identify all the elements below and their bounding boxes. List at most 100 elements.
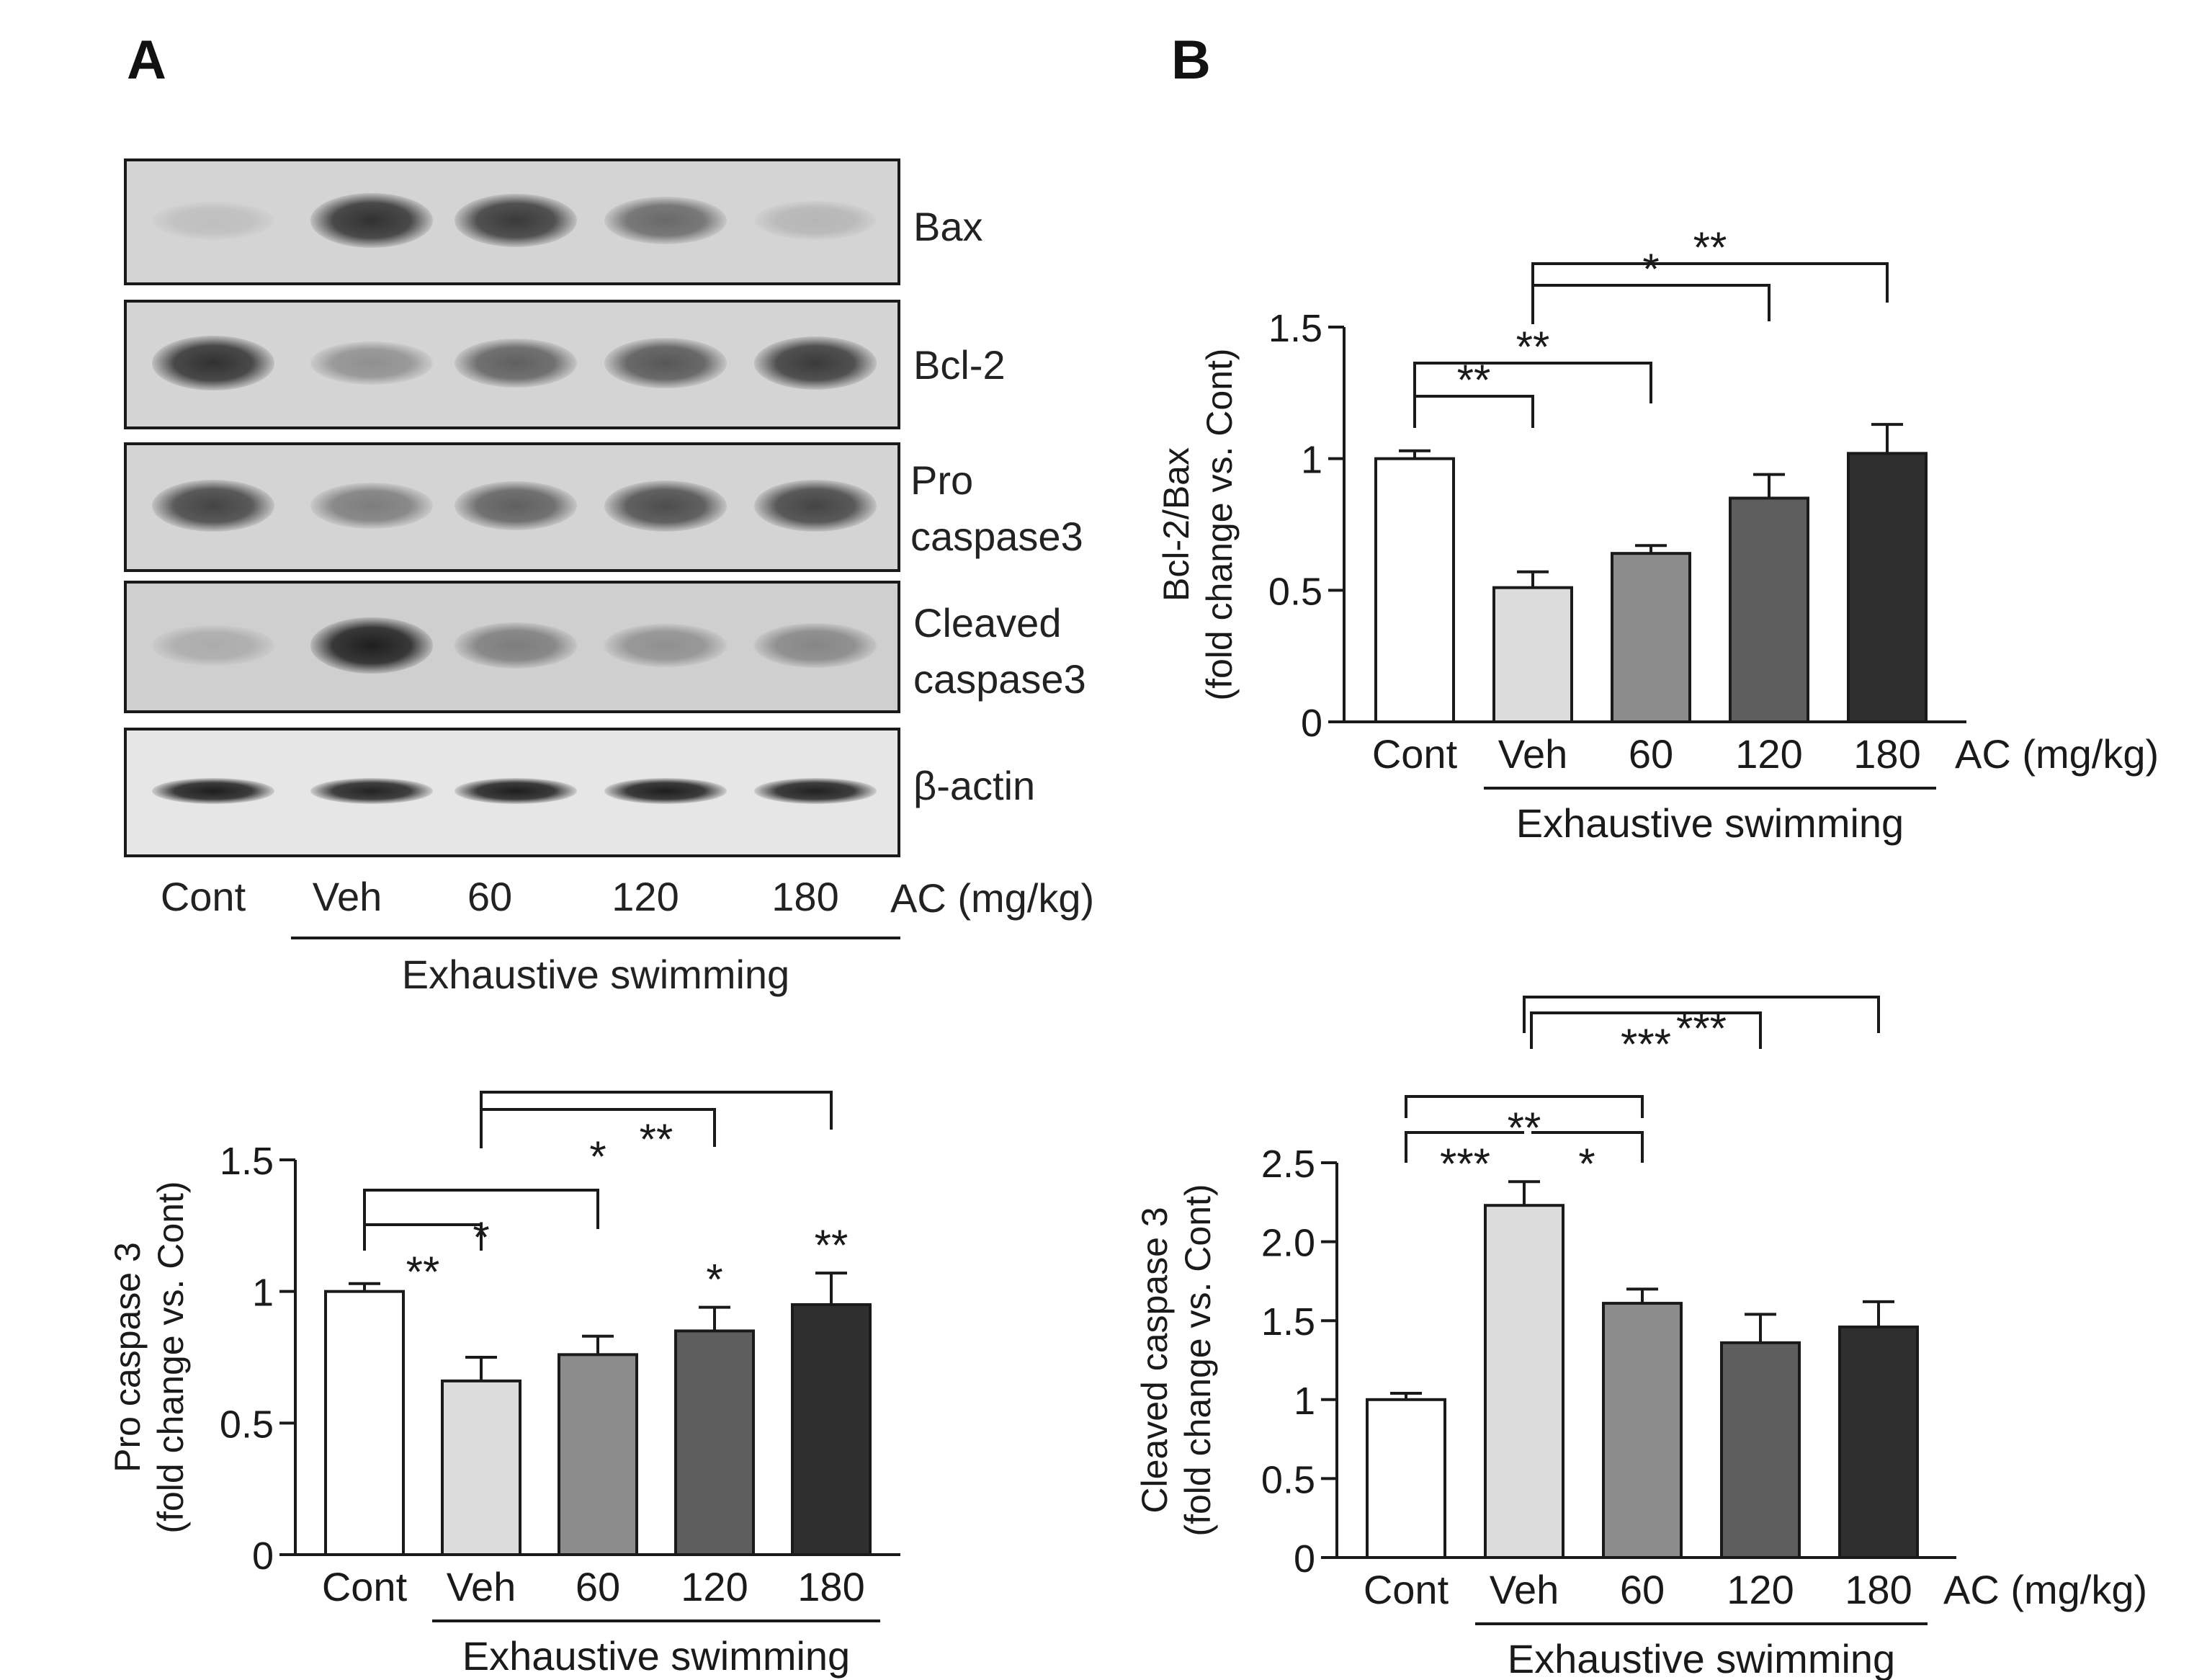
blot-protein-label: Pro caspase3	[910, 457, 1083, 559]
y-axis-label: (fold change vs. Cont)	[151, 1181, 191, 1533]
blot-protein-label: Bcl-2	[913, 342, 1006, 388]
bar	[324, 1290, 405, 1556]
blot-band	[754, 778, 877, 804]
blot-band	[604, 623, 727, 668]
blot-band	[455, 622, 577, 669]
y-tick-label: 0.5	[1261, 1458, 1315, 1501]
significance-bracket	[1531, 1131, 1644, 1163]
blot-band	[754, 200, 877, 241]
y-tick-label: 0	[1294, 1537, 1315, 1581]
x-tick-label: 180	[1845, 1567, 1912, 1612]
blot-lane-label: Veh	[312, 874, 382, 919]
y-tick-label: 1.5	[1261, 1300, 1315, 1344]
blot-band	[455, 778, 577, 804]
blot-band	[310, 483, 433, 529]
significance-label: *	[589, 1132, 606, 1181]
significance-bracket	[480, 1091, 833, 1130]
bar	[558, 1353, 638, 1556]
x-tick-label: 120	[1727, 1567, 1794, 1612]
blot-band	[455, 481, 577, 530]
bar-significance-label: *	[706, 1256, 722, 1304]
x-tick-label: 60	[576, 1564, 620, 1609]
blot-strip	[124, 728, 900, 857]
blot-group-line	[291, 937, 900, 939]
blot-band	[604, 778, 727, 804]
x-tick-label: Cont	[322, 1564, 408, 1609]
group-label: Exhaustive swimming	[1508, 1636, 1895, 1680]
blot-protein-label: Cleaved caspase3	[913, 600, 1086, 702]
significance-label: ***	[1440, 1140, 1490, 1188]
y-tick-label: 1	[252, 1272, 274, 1315]
significance-bracket	[1405, 1095, 1644, 1118]
bar	[1484, 1204, 1564, 1559]
blot-band	[310, 193, 433, 248]
blot-band	[754, 336, 877, 390]
y-tick-label: 1.5	[220, 1140, 274, 1183]
x-tick-label: 60	[1620, 1567, 1665, 1612]
blot-band	[604, 480, 727, 532]
x-tick-label: 120	[681, 1564, 748, 1609]
dose-label: AC (mg/kg)	[1943, 1567, 2147, 1612]
blot-protein-label: β-actin	[913, 763, 1036, 808]
bar	[441, 1379, 521, 1556]
x-tick-label: 180	[797, 1564, 864, 1609]
significance-bracket	[363, 1189, 599, 1229]
y-axis-label: (fold change vs. Cont)	[1178, 1184, 1218, 1536]
blot-strip	[124, 158, 900, 285]
significance-label: **	[1508, 1104, 1541, 1152]
blot-band	[604, 338, 727, 388]
significance-bracket	[363, 1223, 483, 1251]
significance-label: *	[1578, 1140, 1595, 1188]
blot-band	[152, 625, 274, 666]
significance-bracket	[480, 1108, 716, 1148]
blot-band	[310, 341, 433, 385]
y-tick-label: 2.5	[1261, 1143, 1315, 1186]
y-tick-label: 1	[1294, 1380, 1315, 1423]
blot-strip	[124, 300, 900, 429]
x-tick-label: Cont	[1364, 1567, 1449, 1612]
significance-bracket	[1405, 1131, 1524, 1163]
blot-band	[152, 201, 274, 240]
blot-band	[310, 617, 433, 674]
significance-label: *	[473, 1213, 489, 1261]
bar-significance-label: **	[815, 1221, 849, 1269]
blot-lane-label: 60	[467, 874, 513, 919]
blot-lane-label: 120	[612, 874, 679, 919]
bar	[1602, 1302, 1683, 1559]
blot-band	[152, 336, 274, 390]
y-tick-label: 0.5	[220, 1403, 274, 1446]
blot-band	[604, 196, 727, 245]
x-tick-label: Veh	[447, 1564, 516, 1609]
blot-strip	[124, 581, 900, 713]
significance-label: **	[640, 1115, 673, 1163]
group-label: Exhaustive swimming	[462, 1633, 850, 1679]
chart-group: 0 0.5 1 1.5 2.0 2.5 Cleaved caspase 3 (fold cha…	[1134, 996, 2147, 1680]
blot-dose-label: AC (mg/kg)	[890, 875, 1095, 921]
blot-protein-label: Bax	[913, 204, 983, 249]
blot-band	[754, 623, 877, 668]
y-tick-label: 2.0	[1261, 1222, 1315, 1265]
bar	[1838, 1325, 1919, 1560]
blot-band	[152, 479, 274, 532]
x-tick-label: Veh	[1490, 1567, 1559, 1612]
y-tick-label: 0	[252, 1534, 274, 1578]
blot-group-label: Exhaustive swimming	[401, 952, 790, 997]
blot-band	[754, 479, 877, 532]
blot-band	[455, 339, 577, 388]
blot-strip	[124, 442, 900, 572]
bar	[1366, 1398, 1446, 1560]
bar	[674, 1329, 755, 1556]
chart-group: 0 0.5 1 1.5 Pro caspase 3 (fold change vs. Co…	[107, 1091, 900, 1679]
bar	[1720, 1341, 1801, 1559]
western-blot: Bax Bcl-2 Pro caspase3 Cleaved caspase3 β-acti…	[124, 158, 1095, 997]
bar	[791, 1303, 872, 1557]
panel-letter-a: A	[127, 30, 166, 91]
panel-letter-b: B	[1171, 30, 1211, 91]
blot-lane-label: Cont	[160, 874, 246, 919]
y-axis-label: Pro caspase 3	[107, 1242, 148, 1473]
blot-lane-label: 180	[771, 874, 839, 919]
blot-band	[455, 194, 577, 247]
blot-band	[310, 778, 433, 804]
blot-band	[152, 778, 274, 804]
y-axis-label: Cleaved caspase 3	[1134, 1207, 1175, 1513]
